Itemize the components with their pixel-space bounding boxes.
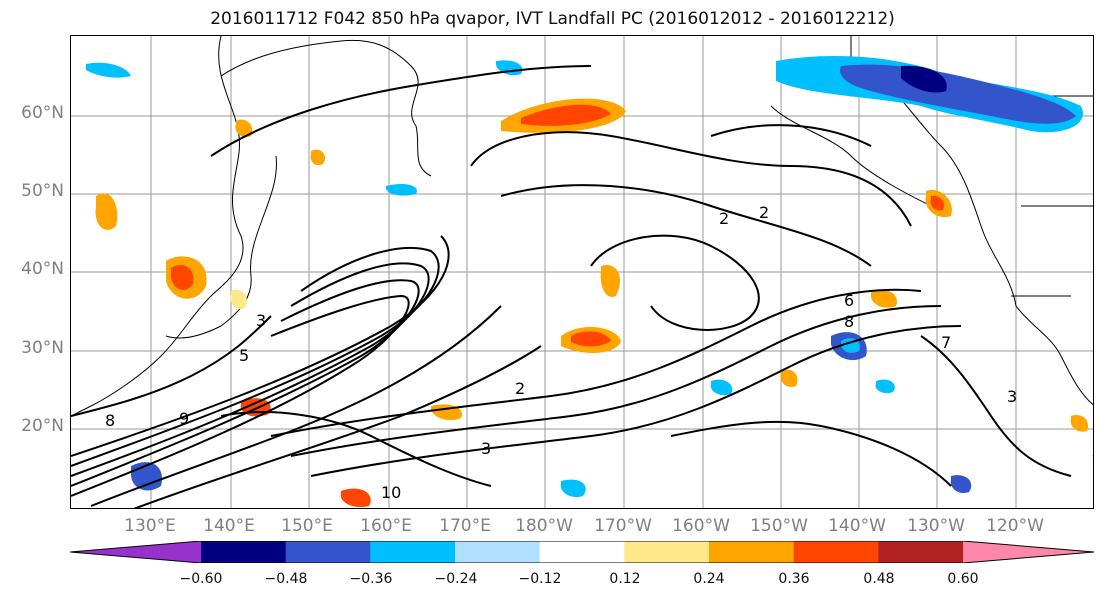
lon-label-180w: 180°W — [515, 516, 573, 536]
colorbar-tick: −0.36 — [349, 571, 393, 587]
colorbar-segment — [201, 541, 287, 563]
colorbar — [70, 541, 1094, 563]
contour-label: 2 — [719, 209, 729, 228]
ivt-contours — [71, 65, 1072, 508]
colorbar-segment — [709, 541, 795, 563]
colorbar-tick: −0.12 — [518, 571, 562, 587]
lon-label-150w: 150°W — [750, 516, 808, 536]
contour-label: 8 — [105, 411, 115, 430]
contour-label: 2 — [759, 203, 769, 222]
lat-label-40n: 40°N — [21, 259, 64, 279]
colorbar-tick: −0.60 — [179, 571, 223, 587]
map-title: 2016011712 F042 850 hPa qvapor, IVT Land… — [210, 9, 895, 29]
lon-label-160e: 160°E — [360, 516, 412, 536]
contour-label: 3 — [481, 439, 491, 458]
contour-label: 9 — [179, 409, 189, 428]
lon-label-140w: 140°W — [828, 516, 886, 536]
lon-label-130w: 130°W — [907, 516, 965, 536]
colorbar-tick: 0.36 — [778, 571, 810, 587]
lat-label-50n: 50°N — [21, 181, 64, 201]
lon-label-170e: 170°E — [439, 516, 491, 536]
lon-label-160w: 160°W — [672, 516, 730, 536]
lon-label-150e: 150°E — [281, 516, 333, 536]
colorbar-tick: −0.24 — [434, 571, 478, 587]
colorbar-extend-high — [963, 541, 1094, 563]
contour-label: 10 — [381, 483, 401, 502]
coastlines — [71, 36, 1093, 417]
lon-label-130e: 130°E — [124, 516, 176, 536]
contour-label: 5 — [239, 346, 249, 365]
lat-label-20n: 20°N — [21, 416, 64, 436]
colorbar-tick: 0.12 — [609, 571, 641, 587]
colorbar-segment — [624, 541, 710, 563]
contour-label: 7 — [941, 333, 951, 352]
contour-label: 2 — [515, 379, 525, 398]
contour-label: 1 — [1091, 451, 1094, 470]
lon-label-120w: 120°W — [986, 516, 1044, 536]
colorbar-segment — [285, 541, 371, 563]
colorbar-extend-low — [70, 541, 201, 563]
lon-label-140e: 140°E — [203, 516, 255, 536]
positive-fills — [95, 98, 1089, 508]
colorbar-tick: 0.24 — [693, 571, 725, 587]
lat-label-30n: 30°N — [21, 338, 64, 358]
map-canvas: 2 2 2 3 5 6 8 7 3 3 8 9 1 10 — [71, 36, 1094, 508]
colorbar-segment — [878, 541, 964, 563]
colorbar-tick: −0.48 — [264, 571, 308, 587]
colorbar-segment — [455, 541, 541, 563]
lat-label-60n: 60°N — [21, 103, 64, 123]
lon-label-170w: 170°W — [594, 516, 652, 536]
contour-label: 3 — [256, 311, 266, 330]
colorbar-tick: 0.60 — [947, 571, 979, 587]
contour-label: 8 — [844, 312, 854, 331]
colorbar-segment — [793, 541, 879, 563]
contour-label: 3 — [1007, 387, 1017, 406]
colorbar-segment — [370, 541, 456, 563]
map-panel: 2 2 2 3 5 6 8 7 3 3 8 9 1 10 — [70, 35, 1094, 509]
colorbar-segment — [539, 541, 625, 563]
colorbar-tick: 0.48 — [863, 571, 895, 587]
contour-labels: 2 2 2 3 5 6 8 7 3 3 8 9 1 10 — [105, 203, 1094, 502]
contour-label: 6 — [844, 291, 854, 310]
